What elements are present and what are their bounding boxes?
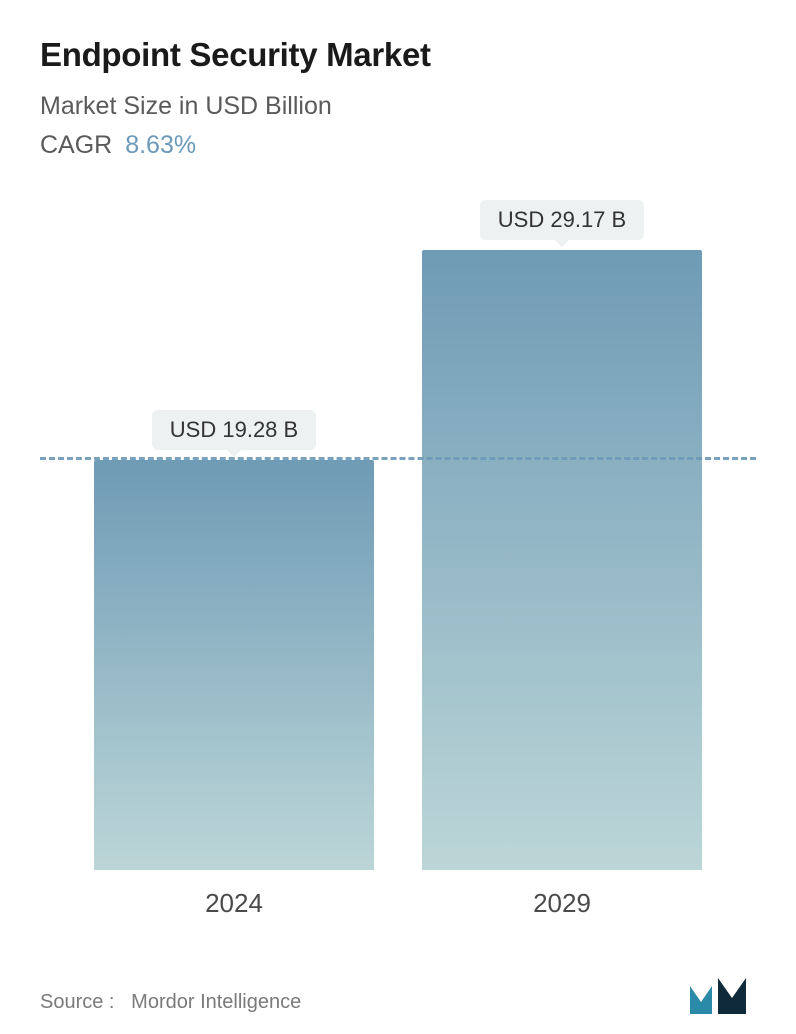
x-axis-label: 2029 (422, 888, 702, 919)
source-prefix: Source : (40, 991, 114, 1013)
value-badge: USD 19.28 B (152, 410, 316, 450)
chart-wrap: USD 19.28 B USD 29.17 B 2024 2029 (40, 190, 756, 950)
reference-dashed-line (40, 457, 756, 460)
page-title: Endpoint Security Market (40, 36, 756, 74)
bar-group: USD 29.17 B (422, 200, 702, 870)
cagr-label: CAGR (40, 131, 112, 159)
chart-footer: Source : Mordor Intelligence (40, 950, 756, 1014)
x-axis-labels: 2024 2029 (40, 870, 756, 919)
source-attribution: Source : Mordor Intelligence (40, 991, 301, 1014)
logo-icon (690, 974, 756, 1014)
bar-group: USD 19.28 B (94, 410, 374, 870)
chart-container: Endpoint Security Market Market Size in … (0, 0, 796, 1034)
value-badge: USD 29.17 B (480, 200, 644, 240)
cagr-row: CAGR 8.63% (40, 131, 756, 160)
x-axis-label: 2024 (94, 888, 374, 919)
chart-subtitle: Market Size in USD Billion (40, 92, 756, 121)
bar (422, 250, 702, 870)
brand-logo (690, 974, 756, 1014)
chart-area: USD 19.28 B USD 29.17 B (40, 190, 756, 870)
bar (94, 460, 374, 870)
bars-group: USD 19.28 B USD 29.17 B (40, 190, 756, 870)
source-name: Mordor Intelligence (131, 991, 301, 1013)
cagr-value: 8.63% (125, 131, 196, 159)
